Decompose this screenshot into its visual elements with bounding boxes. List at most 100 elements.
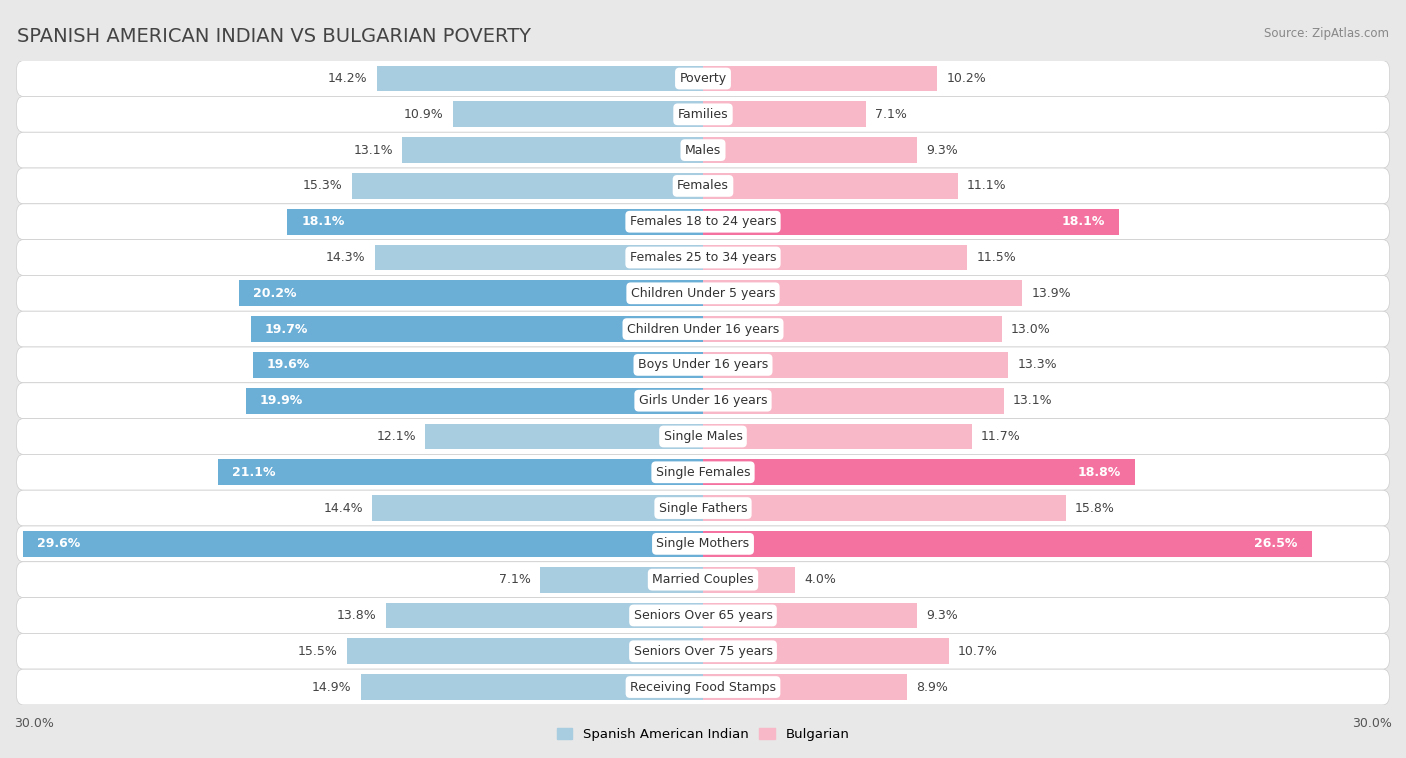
Bar: [24, 531, 703, 556]
Text: Girls Under 16 years: Girls Under 16 years: [638, 394, 768, 407]
FancyBboxPatch shape: [17, 312, 1389, 347]
Text: 11.1%: 11.1%: [967, 180, 1007, 193]
Text: 7.1%: 7.1%: [499, 573, 531, 586]
Text: 10.7%: 10.7%: [957, 645, 998, 658]
FancyBboxPatch shape: [17, 490, 1389, 526]
Text: 30.0%: 30.0%: [14, 717, 53, 730]
FancyBboxPatch shape: [17, 669, 1389, 705]
Text: 13.1%: 13.1%: [353, 143, 392, 157]
Bar: [703, 424, 972, 449]
Bar: [703, 280, 1022, 306]
Text: 19.7%: 19.7%: [264, 323, 308, 336]
FancyBboxPatch shape: [17, 132, 1389, 168]
FancyBboxPatch shape: [17, 526, 1389, 562]
Bar: [703, 674, 907, 700]
Text: Source: ZipAtlas.com: Source: ZipAtlas.com: [1264, 27, 1389, 39]
FancyBboxPatch shape: [17, 454, 1389, 490]
Text: 15.5%: 15.5%: [298, 645, 337, 658]
Text: 9.3%: 9.3%: [925, 143, 957, 157]
Text: Single Females: Single Females: [655, 465, 751, 479]
Text: Receiving Food Stamps: Receiving Food Stamps: [630, 681, 776, 694]
Text: 14.2%: 14.2%: [328, 72, 368, 85]
Text: Single Mothers: Single Mothers: [657, 537, 749, 550]
FancyBboxPatch shape: [17, 383, 1389, 418]
FancyBboxPatch shape: [17, 61, 1389, 96]
Text: 12.1%: 12.1%: [377, 430, 416, 443]
FancyBboxPatch shape: [17, 634, 1389, 669]
FancyBboxPatch shape: [17, 96, 1389, 132]
Text: 4.0%: 4.0%: [804, 573, 837, 586]
Bar: [540, 567, 703, 593]
Bar: [218, 459, 703, 485]
FancyBboxPatch shape: [17, 275, 1389, 312]
Bar: [374, 245, 703, 271]
Text: 13.3%: 13.3%: [1018, 359, 1057, 371]
Text: 15.3%: 15.3%: [302, 180, 343, 193]
Bar: [377, 66, 703, 92]
Text: Single Males: Single Males: [664, 430, 742, 443]
Bar: [703, 245, 967, 271]
FancyBboxPatch shape: [17, 347, 1389, 383]
Text: 15.8%: 15.8%: [1076, 502, 1115, 515]
Bar: [703, 603, 917, 628]
Bar: [425, 424, 703, 449]
FancyBboxPatch shape: [17, 597, 1389, 634]
Bar: [347, 638, 703, 664]
Bar: [373, 495, 703, 521]
Text: 14.9%: 14.9%: [312, 681, 352, 694]
Bar: [703, 137, 917, 163]
Text: Single Fathers: Single Fathers: [659, 502, 747, 515]
Text: 13.0%: 13.0%: [1011, 323, 1050, 336]
Text: Boys Under 16 years: Boys Under 16 years: [638, 359, 768, 371]
Bar: [703, 567, 794, 593]
Bar: [703, 638, 949, 664]
Text: 29.6%: 29.6%: [37, 537, 80, 550]
Bar: [703, 102, 866, 127]
Bar: [402, 137, 703, 163]
FancyBboxPatch shape: [17, 204, 1389, 240]
Text: 10.2%: 10.2%: [946, 72, 986, 85]
Text: 10.9%: 10.9%: [404, 108, 443, 121]
Bar: [246, 388, 703, 414]
Text: 11.5%: 11.5%: [976, 251, 1017, 264]
Bar: [703, 352, 1008, 377]
Text: SPANISH AMERICAN INDIAN VS BULGARIAN POVERTY: SPANISH AMERICAN INDIAN VS BULGARIAN POV…: [17, 27, 531, 45]
Bar: [703, 66, 938, 92]
Bar: [703, 495, 1066, 521]
Legend: Spanish American Indian, Bulgarian: Spanish American Indian, Bulgarian: [551, 723, 855, 747]
Text: 26.5%: 26.5%: [1254, 537, 1298, 550]
Text: 30.0%: 30.0%: [1353, 717, 1392, 730]
Text: Females 18 to 24 years: Females 18 to 24 years: [630, 215, 776, 228]
Text: 19.9%: 19.9%: [260, 394, 304, 407]
Bar: [387, 603, 703, 628]
Bar: [361, 674, 703, 700]
Text: 13.1%: 13.1%: [1012, 394, 1053, 407]
Bar: [453, 102, 703, 127]
Bar: [287, 208, 703, 235]
Text: 18.1%: 18.1%: [301, 215, 344, 228]
FancyBboxPatch shape: [17, 562, 1389, 597]
Text: Poverty: Poverty: [679, 72, 727, 85]
Bar: [250, 316, 703, 342]
Text: 18.8%: 18.8%: [1078, 465, 1121, 479]
Text: 20.2%: 20.2%: [253, 287, 297, 300]
Bar: [703, 459, 1135, 485]
Text: Seniors Over 75 years: Seniors Over 75 years: [634, 645, 772, 658]
Text: 18.1%: 18.1%: [1062, 215, 1105, 228]
Text: 7.1%: 7.1%: [875, 108, 907, 121]
Text: 13.9%: 13.9%: [1032, 287, 1071, 300]
FancyBboxPatch shape: [17, 418, 1389, 454]
Text: 8.9%: 8.9%: [917, 681, 949, 694]
Bar: [239, 280, 703, 306]
Text: 14.4%: 14.4%: [323, 502, 363, 515]
Text: 14.3%: 14.3%: [326, 251, 366, 264]
Bar: [352, 173, 703, 199]
Text: Seniors Over 65 years: Seniors Over 65 years: [634, 609, 772, 622]
Text: Children Under 5 years: Children Under 5 years: [631, 287, 775, 300]
Text: Families: Families: [678, 108, 728, 121]
Bar: [253, 352, 703, 377]
FancyBboxPatch shape: [17, 240, 1389, 275]
FancyBboxPatch shape: [17, 168, 1389, 204]
Bar: [703, 208, 1119, 235]
Text: 21.1%: 21.1%: [232, 465, 276, 479]
